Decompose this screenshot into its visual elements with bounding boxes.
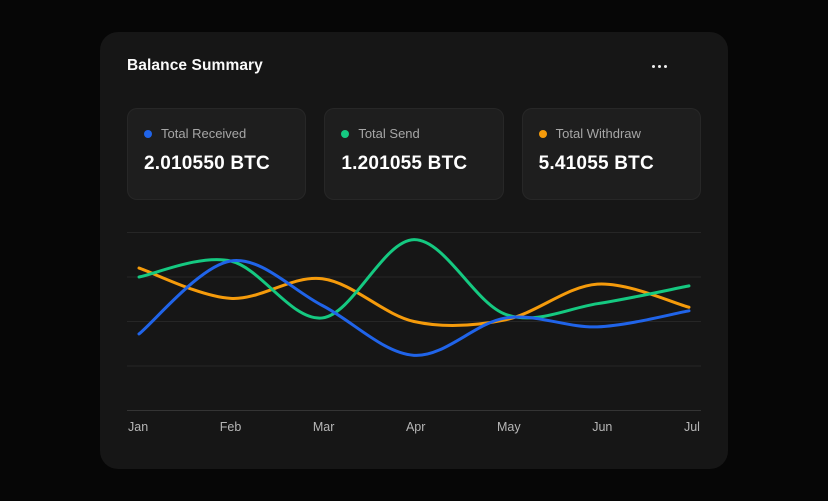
card-header: Balance Summary bbox=[127, 54, 701, 78]
stat-value: 5.41055 BTC bbox=[538, 153, 654, 174]
withdraw-dot-icon bbox=[538, 129, 547, 138]
series-line-total-received bbox=[137, 259, 691, 357]
series-line-total-withdraw bbox=[137, 266, 691, 328]
stats-row: Total Received 2.010550 BTC Total Send 1… bbox=[127, 108, 701, 200]
stat-card-total-send: Total Send 1.201055 BTC bbox=[324, 108, 504, 200]
stat-label: Total Send bbox=[358, 126, 420, 141]
stat-value: 2.010550 BTC bbox=[144, 153, 270, 174]
x-tick-jun: Jun bbox=[592, 420, 613, 434]
stat-value: 1.201055 BTC bbox=[341, 153, 468, 174]
ellipsis-menu-button[interactable] bbox=[644, 59, 675, 74]
balance-summary-card: Balance Summary Total Received 2.010550 … bbox=[100, 32, 728, 469]
x-tick-jan: Jan bbox=[128, 420, 149, 434]
balance-line-chart: Jan Feb Mar Apr May Jun Jul bbox=[127, 232, 701, 434]
stat-label: Total Received bbox=[161, 126, 247, 141]
stat-legend: Total Send bbox=[341, 126, 486, 141]
x-tick-may: May bbox=[497, 420, 521, 434]
received-dot-icon bbox=[144, 129, 152, 138]
stat-card-total-received: Total Received 2.010550 BTC bbox=[127, 108, 307, 200]
x-tick-feb: Feb bbox=[219, 420, 242, 434]
stat-label: Total Withdraw bbox=[555, 126, 641, 141]
series-line-total-send bbox=[137, 238, 691, 320]
x-tick-mar: Mar bbox=[312, 420, 335, 434]
chart-plot-area bbox=[127, 232, 701, 411]
x-tick-apr: Apr bbox=[405, 420, 426, 434]
stat-legend: Total Withdraw bbox=[538, 126, 684, 141]
x-axis-labels: Jan Feb Mar Apr May Jun Jul bbox=[127, 420, 701, 434]
card-title: Balance Summary bbox=[127, 57, 263, 74]
stat-legend: Total Received bbox=[144, 126, 289, 141]
x-tick-jul: Jul bbox=[683, 420, 700, 434]
send-dot-icon bbox=[341, 129, 350, 138]
stat-card-total-withdraw: Total Withdraw 5.41055 BTC bbox=[521, 108, 701, 200]
ellipsis-icon bbox=[652, 64, 667, 68]
